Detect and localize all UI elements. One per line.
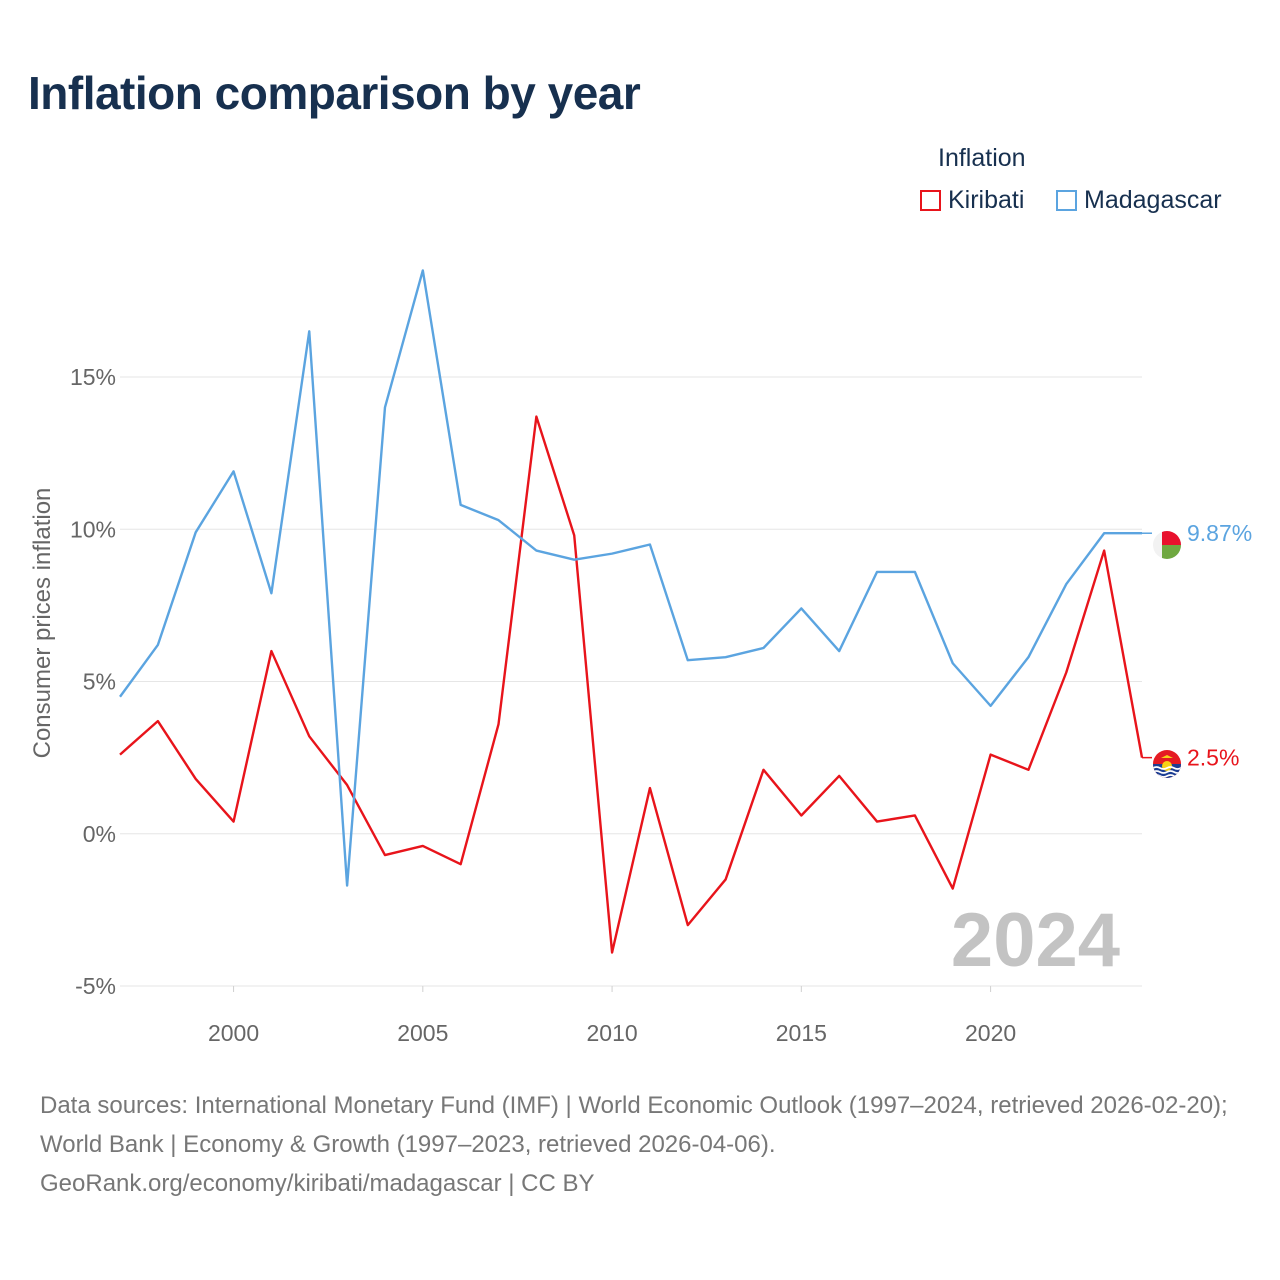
legend-swatch-madagascar bbox=[1056, 190, 1077, 211]
data-point-madagascar[interactable] bbox=[154, 641, 162, 649]
y-tick-label: 5% bbox=[83, 669, 116, 695]
legend-swatch-kiribati bbox=[920, 190, 941, 211]
chart-title: Inflation comparison by year bbox=[28, 67, 641, 119]
data-point-kiribati[interactable] bbox=[608, 949, 616, 957]
data-point-madagascar[interactable] bbox=[532, 547, 540, 555]
data-point-madagascar[interactable] bbox=[1100, 529, 1108, 537]
data-point-madagascar[interactable] bbox=[1062, 580, 1070, 588]
data-point-kiribati[interactable] bbox=[911, 811, 919, 819]
data-point-madagascar[interactable] bbox=[570, 556, 578, 564]
data-point-kiribati[interactable] bbox=[305, 732, 313, 740]
data-point-kiribati[interactable] bbox=[267, 647, 275, 655]
y-tick-label: 10% bbox=[70, 516, 116, 542]
data-point-madagascar[interactable] bbox=[419, 266, 427, 274]
data-point-kiribati[interactable] bbox=[722, 875, 730, 883]
data-point-kiribati[interactable] bbox=[684, 921, 692, 929]
data-point-kiribati[interactable] bbox=[495, 720, 503, 728]
y-tick-label: 0% bbox=[83, 821, 116, 847]
attribution-link[interactable]: GeoRank.org/economy/kiribati/madagascar … bbox=[40, 1170, 595, 1197]
data-point-madagascar[interactable] bbox=[1024, 653, 1032, 661]
line-chart: -5% 0% 5% 10% 15% 2000 2005 2010 2015 2020 2024 2… bbox=[29, 266, 1252, 1046]
data-point-kiribati[interactable] bbox=[419, 842, 427, 850]
data-point-kiribati[interactable] bbox=[797, 811, 805, 819]
data-point-kiribati[interactable] bbox=[457, 860, 465, 868]
legend-label-kiribati: Kiribati bbox=[948, 186, 1025, 214]
data-point-madagascar[interactable] bbox=[873, 568, 881, 576]
data-point-kiribati[interactable] bbox=[759, 766, 767, 774]
legend-item-madagascar[interactable]: Madagascar bbox=[1056, 186, 1222, 215]
data-point-madagascar[interactable] bbox=[911, 568, 919, 576]
footer: Data sources: International Monetary Fun… bbox=[40, 1086, 1250, 1203]
x-tick-label: 2010 bbox=[586, 1020, 637, 1046]
data-point-kiribati[interactable] bbox=[873, 818, 881, 826]
data-point-madagascar[interactable] bbox=[267, 589, 275, 597]
data-point-kiribati[interactable] bbox=[835, 772, 843, 780]
data-point-madagascar[interactable] bbox=[305, 327, 313, 335]
madagascar-flag bbox=[1153, 531, 1181, 559]
y-axis-label: Consumer prices inflation bbox=[29, 488, 56, 759]
data-point-kiribati[interactable] bbox=[1062, 668, 1070, 676]
data-point-kiribati[interactable] bbox=[532, 413, 540, 421]
series-line-madagascar[interactable] bbox=[119, 269, 1142, 887]
end-label-madagascar: 9.87% bbox=[1187, 520, 1252, 546]
data-point-madagascar[interactable] bbox=[987, 702, 995, 710]
data-point-madagascar[interactable] bbox=[457, 501, 465, 509]
data-point-madagascar[interactable] bbox=[759, 644, 767, 652]
data-point-madagascar[interactable] bbox=[230, 467, 238, 475]
data-point-kiribati[interactable] bbox=[1100, 547, 1108, 555]
x-tick-label: 2015 bbox=[776, 1020, 827, 1046]
data-point-madagascar[interactable] bbox=[608, 550, 616, 558]
data-point-kiribati[interactable] bbox=[230, 818, 238, 826]
year-watermark: 2024 bbox=[951, 898, 1120, 983]
legend-item-kiribati[interactable]: Kiribati bbox=[920, 186, 1024, 215]
data-point-madagascar[interactable] bbox=[949, 659, 957, 667]
data-point-kiribati[interactable] bbox=[987, 751, 995, 759]
data-point-kiribati[interactable] bbox=[570, 531, 578, 539]
data-point-kiribati[interactable] bbox=[154, 717, 162, 725]
data-point-kiribati[interactable] bbox=[1024, 766, 1032, 774]
data-point-madagascar[interactable] bbox=[381, 403, 389, 411]
data-point-madagascar[interactable] bbox=[797, 604, 805, 612]
end-label-kiribati: 2.5% bbox=[1187, 745, 1239, 771]
x-tick-label: 2000 bbox=[208, 1020, 259, 1046]
series-line-kiribati[interactable] bbox=[119, 415, 1144, 954]
data-sources-text: Data sources: International Monetary Fun… bbox=[40, 1092, 1228, 1158]
data-point-kiribati[interactable] bbox=[646, 784, 654, 792]
data-point-madagascar[interactable] bbox=[343, 882, 351, 890]
data-point-madagascar[interactable] bbox=[495, 516, 503, 524]
data-point-madagascar[interactable] bbox=[835, 647, 843, 655]
data-point-madagascar[interactable] bbox=[722, 653, 730, 661]
data-point-madagascar[interactable] bbox=[192, 528, 200, 536]
y-tick-label: 15% bbox=[70, 364, 116, 390]
legend-label-madagascar: Madagascar bbox=[1084, 186, 1222, 214]
data-point-madagascar[interactable] bbox=[646, 540, 654, 548]
data-point-kiribati[interactable] bbox=[949, 885, 957, 893]
legend-title: Inflation bbox=[938, 144, 1026, 172]
data-point-madagascar[interactable] bbox=[684, 656, 692, 664]
data-point-kiribati[interactable] bbox=[381, 851, 389, 859]
y-tick-label: -5% bbox=[75, 973, 116, 999]
data-point-kiribati[interactable] bbox=[343, 781, 351, 789]
data-point-kiribati[interactable] bbox=[192, 775, 200, 783]
data-point-kiribati[interactable] bbox=[116, 751, 124, 759]
data-point-madagascar[interactable] bbox=[116, 693, 124, 701]
kiribati-flag bbox=[1153, 750, 1181, 778]
x-tick-label: 2005 bbox=[397, 1020, 448, 1046]
x-tick-label: 2020 bbox=[965, 1020, 1016, 1046]
